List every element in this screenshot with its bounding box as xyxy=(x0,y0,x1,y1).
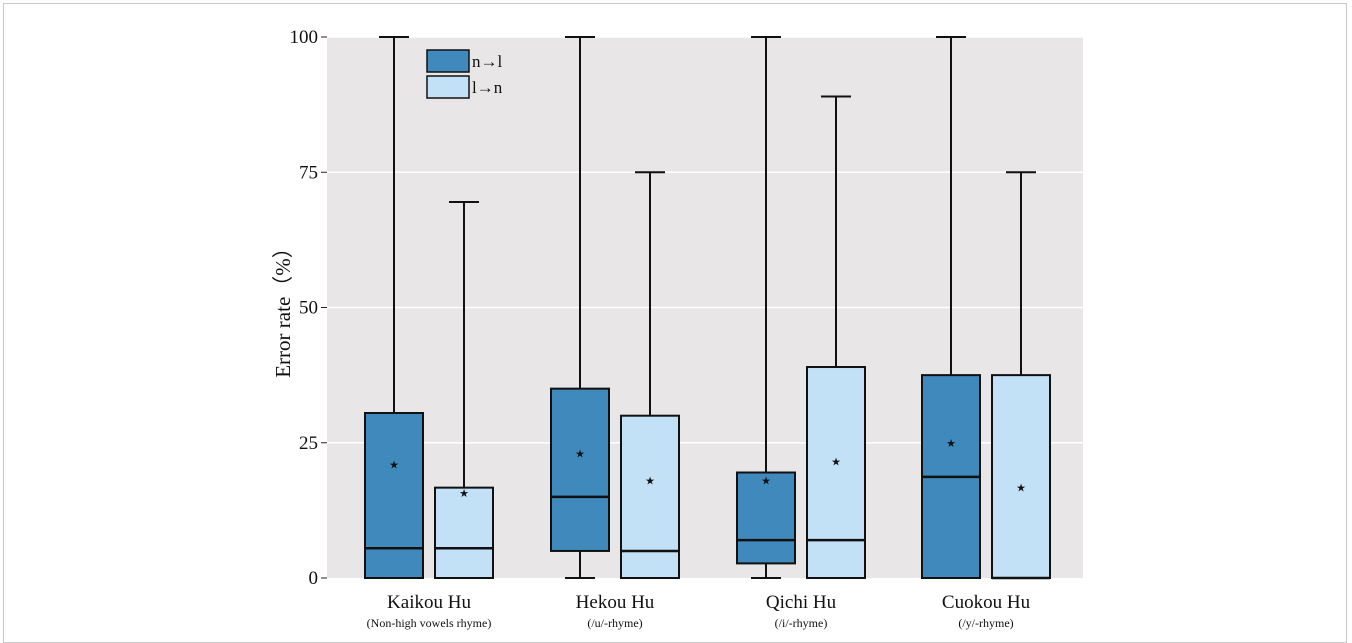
mean-marker: ★ xyxy=(575,448,585,461)
category-label: Hekou Hu xyxy=(576,592,655,613)
y-tick-label: 0 xyxy=(309,568,319,589)
box-l-to-n: ★ xyxy=(806,95,866,580)
box-l-to-n: ★ xyxy=(434,201,494,580)
legend-label: n→l xyxy=(472,52,503,71)
box-iqr xyxy=(550,387,610,552)
mean-marker: ★ xyxy=(946,437,956,450)
box-iqr xyxy=(434,486,494,580)
box-iqr xyxy=(620,414,680,580)
y-tick-label: 25 xyxy=(299,433,318,454)
box-n-to-l: ★ xyxy=(736,36,796,579)
box-l-to-n: ★ xyxy=(620,171,680,580)
category-label: Kaikou Hu xyxy=(387,592,471,613)
box-l-to-n: ★ xyxy=(991,171,1051,580)
legend-swatch xyxy=(426,75,470,99)
category-sublabel: (Non-high vowels rhyme) xyxy=(367,616,492,630)
box-n-to-l: ★ xyxy=(921,36,981,579)
y-tick-label: 75 xyxy=(299,162,318,183)
y-tick-label: 50 xyxy=(299,298,318,319)
box-iqr xyxy=(806,366,866,580)
boxes-layer: ★ ★ ★ ★ ★ ★ ★ ★ xyxy=(364,36,1051,580)
mean-marker: ★ xyxy=(761,475,771,488)
y-tick-label: 100 xyxy=(290,27,319,48)
y-axis-ticks: 0 25 50 75 100 xyxy=(290,27,327,589)
category-label: Qichi Hu xyxy=(766,592,837,613)
box-n-to-l: ★ xyxy=(364,36,424,579)
x-axis-categories: Kaikou Hu (Non-high vowels rhyme) Hekou Hu… xyxy=(367,592,1031,630)
category-sublabel: (/i/-rhyme) xyxy=(775,616,828,630)
category-sublabel: (/u/-rhyme) xyxy=(587,616,642,630)
mean-marker: ★ xyxy=(389,458,399,471)
box-iqr xyxy=(364,411,424,579)
box-n-to-l: ★ xyxy=(550,36,610,579)
mean-marker: ★ xyxy=(645,475,655,488)
box-iqr xyxy=(991,374,1051,579)
legend-swatch xyxy=(426,49,470,73)
mean-marker: ★ xyxy=(1016,482,1026,495)
mean-marker: ★ xyxy=(459,487,469,500)
box-iqr xyxy=(736,471,796,565)
category-label: Cuokou Hu xyxy=(942,592,1031,613)
y-axis-label: Error rate（%） xyxy=(271,237,295,378)
legend-label: l→n xyxy=(472,78,503,97)
mean-marker: ★ xyxy=(831,456,841,469)
category-sublabel: (/y/-rhyme) xyxy=(958,616,1013,630)
legend: n→l l→n xyxy=(426,49,503,99)
